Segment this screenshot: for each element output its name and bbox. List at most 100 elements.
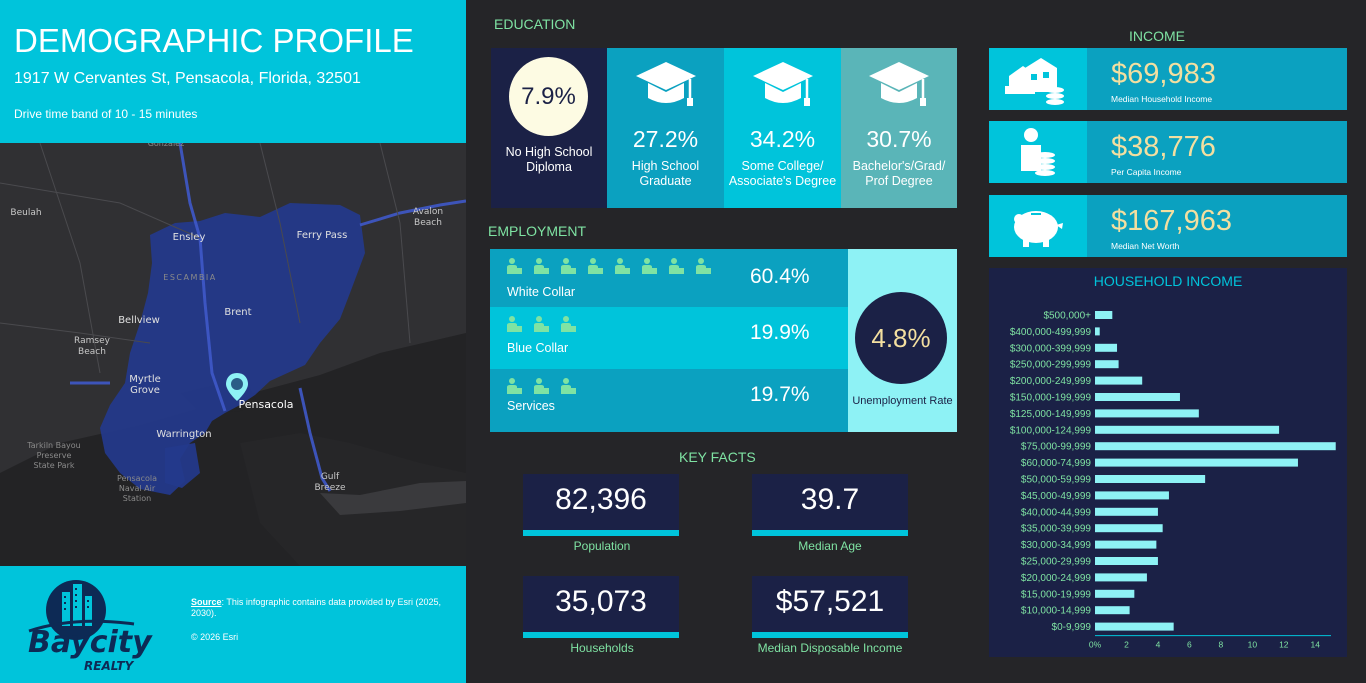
income-bar <box>1095 376 1143 385</box>
svg-text:Breeze: Breeze <box>314 483 345 493</box>
edu-bachelor-pct: 30.7% <box>866 126 932 152</box>
svg-text:Station: Station <box>123 494 151 503</box>
map[interactable]: Gonzalez Beulah Ensley Ferry Pass Avalon… <box>0 143 466 566</box>
graduation-cap-icon <box>635 62 696 106</box>
category-label: $400,000-499,999 <box>1010 327 1092 338</box>
income-bar <box>1095 458 1298 467</box>
x-tick-label: 2 <box>1124 640 1129 650</box>
edu-bachelor: 30.7% Bachelor's/Grad/ Prof Degree <box>841 48 957 208</box>
location-pin-icon[interactable] <box>223 371 251 403</box>
blue-collar-worker-icon <box>561 316 576 332</box>
category-label: $15,000-19,999 <box>1021 589 1092 600</box>
kf-disposable-income-box: $57,521 <box>752 576 908 638</box>
services-icons <box>505 377 577 397</box>
kf-bar <box>523 632 679 638</box>
category-label: $40,000-44,999 <box>1021 507 1092 518</box>
office-worker-icon <box>615 258 630 274</box>
emp-blue-collar-pct: 19.9% <box>750 321 810 344</box>
edu-hs-pct: 27.2% <box>632 126 699 152</box>
office-worker-icon <box>696 258 711 274</box>
blue-collar-icons <box>505 315 577 335</box>
kf-disposable-income-label: Median Disposable Income <box>757 641 903 655</box>
svg-text:Naval Air: Naval Air <box>119 484 156 493</box>
income-bar <box>1095 360 1119 369</box>
emp-services-pct: 19.7% <box>750 383 810 406</box>
category-label: $500,000+ <box>1043 311 1091 322</box>
svg-text:REALTY: REALTY <box>84 659 135 673</box>
household-income-title: HOUSEHOLD INCOME <box>1093 273 1243 289</box>
category-label: $150,000-199,999 <box>1010 393 1092 404</box>
source-note: Source: This infographic contains data p… <box>191 597 451 619</box>
svg-text:Baycity: Baycity <box>28 625 153 660</box>
unemployment-panel: 4.8% Unemployment Rate <box>848 249 957 432</box>
x-tick-label: 0% <box>1089 640 1102 650</box>
kf-median-age-value: 39.7 <box>800 483 860 516</box>
office-worker-icon <box>561 258 576 274</box>
per-capita-income-value: $38,776 <box>1111 131 1216 163</box>
svg-text:Grove: Grove <box>130 385 160 396</box>
blue-collar-worker-icon <box>534 316 549 332</box>
emp-blue-collar-label: Blue Collar <box>507 341 569 355</box>
category-label: $10,000-14,999 <box>1021 606 1092 617</box>
emp-white-collar-pct: 60.4% <box>750 265 810 288</box>
income-bar <box>1095 343 1118 352</box>
income-icon-box <box>989 48 1087 110</box>
svg-text:Bellview: Bellview <box>118 315 160 326</box>
emp-services: Services 19.7% <box>490 369 848 432</box>
per-capita-income-label: Per Capita Income <box>1111 167 1182 177</box>
education-title: EDUCATION <box>494 16 576 32</box>
svg-text:Ramsey: Ramsey <box>74 336 111 346</box>
income-bar <box>1095 557 1158 565</box>
white-collar-icons <box>505 257 712 277</box>
emp-white-collar: White Collar 60.4% <box>490 249 848 307</box>
edu-no-hs-label: No High School Diploma <box>505 145 593 174</box>
svg-text:Beulah: Beulah <box>10 208 41 218</box>
category-label: $25,000-29,999 <box>1021 557 1092 568</box>
edu-high-school: 27.2% High School Graduate <box>607 48 724 208</box>
svg-text:Pensacola: Pensacola <box>238 398 293 411</box>
category-label: $300,000-399,999 <box>1010 343 1092 354</box>
income-bar <box>1095 425 1280 434</box>
key-facts-title: KEY FACTS <box>679 449 756 465</box>
income-bar <box>1095 589 1135 598</box>
kf-disposable-income-value: $57,521 <box>775 585 885 618</box>
median-net-worth-value: $167,963 <box>1111 205 1232 237</box>
left-panel: DEMOGRAPHIC PROFILE 1917 W Cervantes St,… <box>0 0 466 683</box>
kf-population-value: 82,396 <box>555 483 647 516</box>
income-per-capita: $38,776 Per Capita Income <box>989 121 1347 183</box>
baycity-realty-logo: Baycity REALTY <box>28 580 153 673</box>
emp-white-collar-label: White Collar <box>507 285 576 299</box>
source-link[interactable]: Source <box>191 597 222 607</box>
income-bar <box>1095 491 1169 500</box>
category-label: $20,000-24,999 <box>1021 573 1092 584</box>
svg-text:Gonzalez: Gonzalez <box>148 143 185 148</box>
svg-text:Preserve: Preserve <box>37 451 72 460</box>
graduation-cap-icon <box>752 62 813 106</box>
category-label: $50,000-59,999 <box>1021 475 1092 486</box>
x-tick-label: 8 <box>1218 640 1223 650</box>
graduation-cap-icon <box>869 62 929 106</box>
edu-hs-label: High School Graduate <box>631 159 700 188</box>
category-label: $250,000-299,999 <box>1010 360 1092 371</box>
page-title: DEMOGRAPHIC PROFILE <box>14 22 414 59</box>
median-household-income-value: $69,983 <box>1111 58 1216 90</box>
unemployment-label: Unemployment Rate <box>852 395 953 407</box>
edu-college-label: Some College/ Associate's Degree <box>728 159 837 188</box>
kf-bar <box>752 632 908 638</box>
kf-population-box: 82,396 <box>523 474 679 536</box>
income-bar <box>1095 475 1206 483</box>
income-bar <box>1095 393 1180 401</box>
person-coins-icon <box>1021 128 1055 176</box>
service-worker-icon <box>561 378 576 394</box>
svg-text:State Park: State Park <box>33 461 74 470</box>
service-worker-icon <box>534 378 549 394</box>
income-bar <box>1095 311 1113 319</box>
footer: Baycity REALTY Source: This infographic … <box>0 566 466 683</box>
emp-services-label: Services <box>507 399 555 413</box>
employment-title: EMPLOYMENT <box>488 223 587 239</box>
income-bar <box>1095 327 1100 336</box>
emp-blue-collar: Blue Collar 19.9% <box>490 307 848 369</box>
category-label: $0-9,999 <box>1052 622 1092 633</box>
category-label: $125,000-149,999 <box>1010 409 1092 420</box>
edu-some-college: 34.2% Some College/ Associate's Degree <box>724 48 841 208</box>
